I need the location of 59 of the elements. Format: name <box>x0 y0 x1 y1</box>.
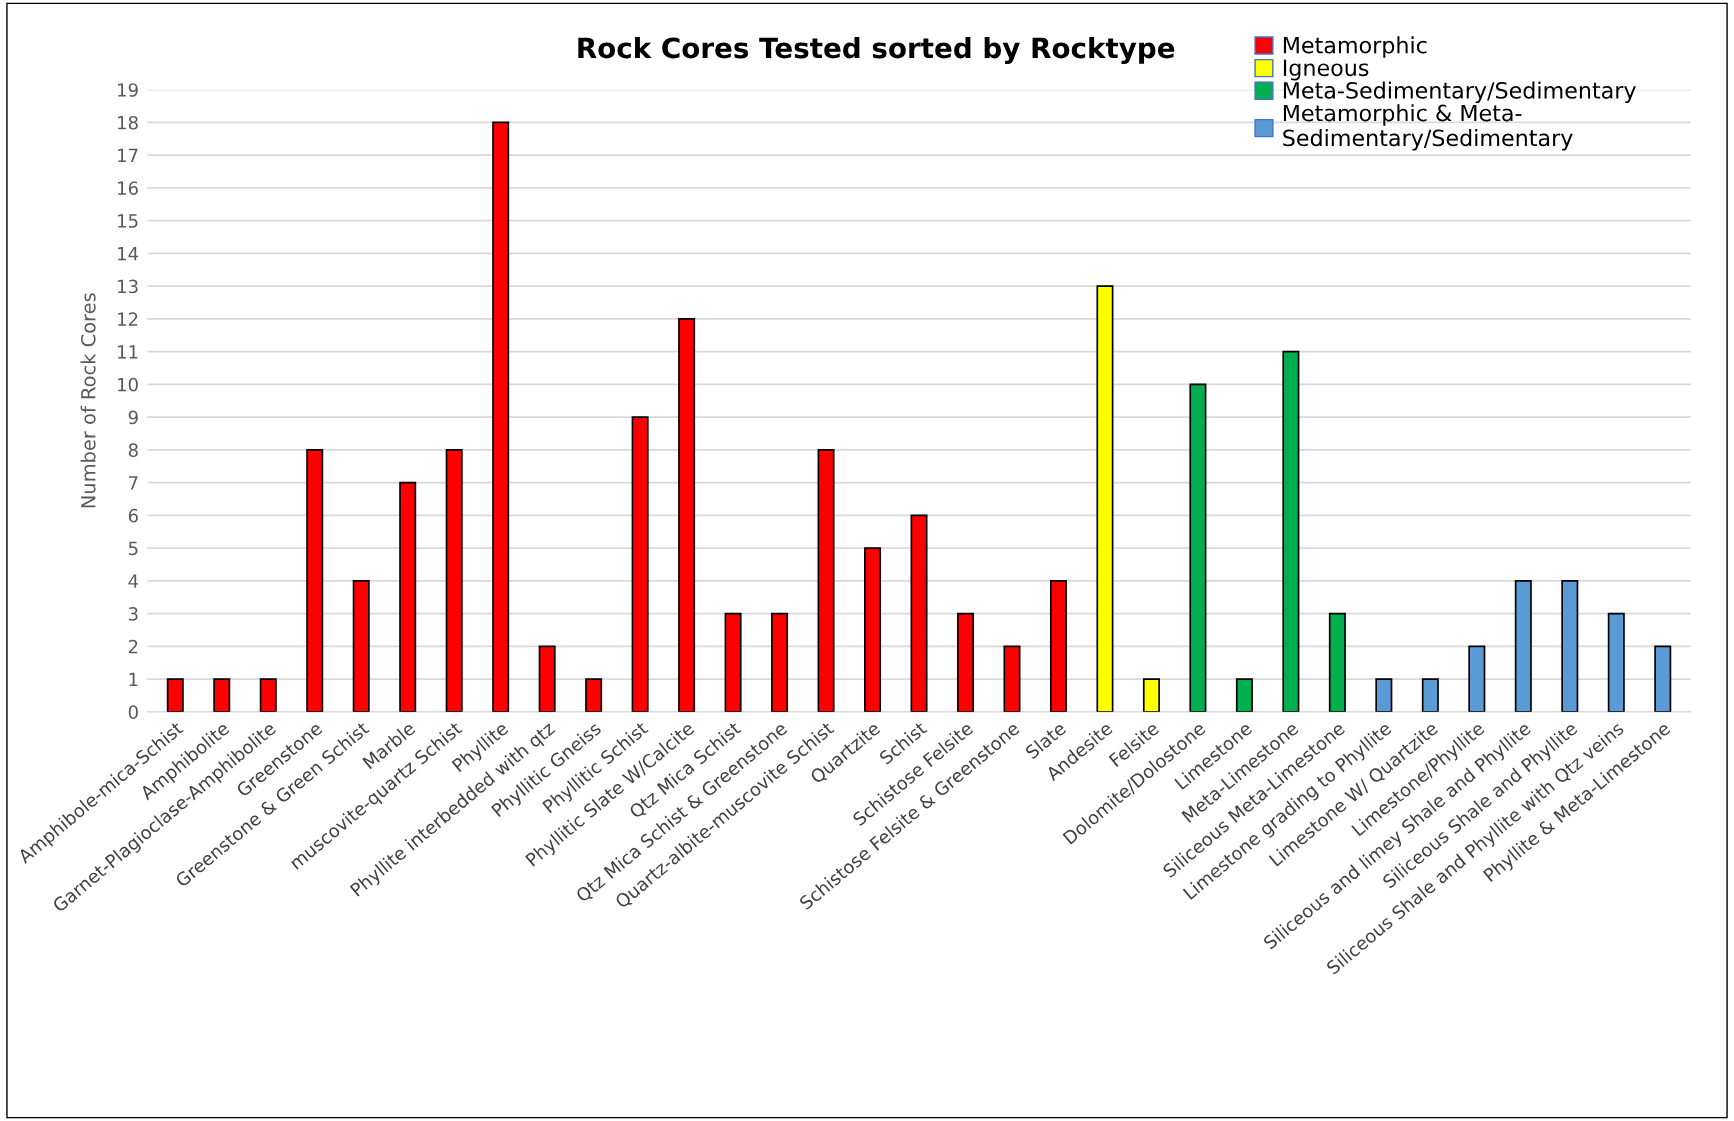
bar <box>585 678 603 712</box>
y-tick-label: 9 <box>128 410 138 425</box>
bar <box>1049 580 1067 712</box>
y-tick-label: 13 <box>118 279 138 294</box>
y-tick-label: 11 <box>118 345 138 359</box>
y-tick-label: 2 <box>128 639 138 654</box>
y-tick-label: 5 <box>128 541 138 556</box>
y-tick-label: 16 <box>118 181 138 196</box>
y-tick-label: 14 <box>118 247 139 261</box>
bar <box>399 481 417 712</box>
bar <box>1235 678 1253 712</box>
bar <box>1468 645 1486 712</box>
bar <box>1607 612 1625 712</box>
bar <box>1421 678 1439 712</box>
bar <box>1328 612 1346 712</box>
bar <box>1514 580 1532 712</box>
bar <box>1282 350 1300 712</box>
bar <box>678 318 696 712</box>
bar <box>1189 383 1207 712</box>
bar <box>166 678 184 712</box>
y-tick-label: 3 <box>128 607 138 621</box>
bar <box>1654 645 1672 712</box>
bar <box>492 121 510 712</box>
bar <box>1003 645 1021 712</box>
y-axis-title: Number of Rock Cores <box>80 293 96 508</box>
legend-label: Igneous <box>1283 59 1369 81</box>
y-tick-label: 7 <box>129 476 138 490</box>
bar <box>631 416 649 712</box>
y-tick-label: 0 <box>128 705 138 719</box>
y-tick-label: 15 <box>118 214 138 228</box>
bar <box>213 678 231 712</box>
bar <box>910 514 928 712</box>
y-tick-label: 12 <box>118 312 138 326</box>
bar <box>1375 678 1393 712</box>
bar <box>1142 678 1160 712</box>
y-tick-label: 1 <box>129 672 138 686</box>
y-tick-label: 6 <box>128 508 138 523</box>
bar <box>1096 285 1114 712</box>
bar <box>1561 580 1579 712</box>
bar <box>352 580 370 712</box>
bar <box>259 678 277 712</box>
y-tick-label: 4 <box>128 574 139 588</box>
legend-label: Metamorphic & Meta- Sedimentary/Sedimentary <box>1283 104 1573 151</box>
y-tick-label: 8 <box>128 443 138 457</box>
y-tick-label: 10 <box>118 377 138 392</box>
bar <box>445 449 463 712</box>
bar <box>306 449 324 712</box>
legend-label: Meta-Sedimentary/Sedimentary <box>1283 81 1636 104</box>
bar <box>817 449 835 712</box>
bar <box>538 645 556 712</box>
bar <box>864 547 882 712</box>
y-tick-label: 19 <box>118 83 138 97</box>
bar <box>956 612 975 712</box>
chart-title: Rock Cores Tested sorted by Rocktype <box>578 36 1175 64</box>
y-tick-label: 17 <box>118 148 138 163</box>
bar <box>724 612 742 712</box>
bar <box>771 612 789 712</box>
y-tick-label: 18 <box>118 115 138 130</box>
legend-label: Metamorphic <box>1283 36 1427 58</box>
